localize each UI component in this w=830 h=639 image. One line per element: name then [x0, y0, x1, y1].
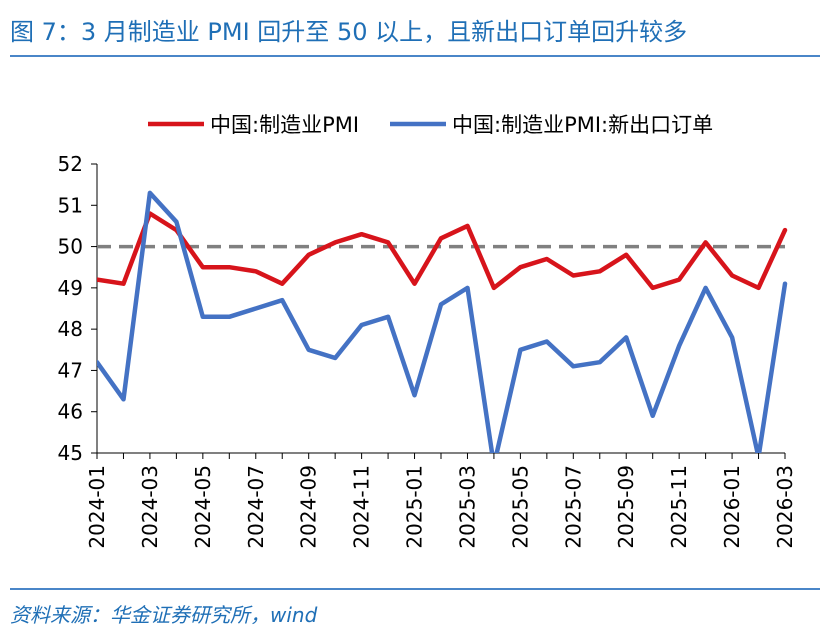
x-tick-label: 2024-09 — [297, 465, 321, 549]
x-tick-label: 2026-01 — [720, 465, 744, 549]
title-divider — [10, 55, 820, 57]
x-tick-label: 2024-07 — [244, 465, 268, 549]
x-tick-label: 2026-03 — [773, 465, 797, 549]
x-tick-label: 2025-09 — [614, 465, 638, 549]
y-tick-label: 46 — [58, 400, 83, 424]
x-tick-label: 2025-05 — [508, 465, 532, 549]
series-line-1 — [97, 190, 788, 453]
chart-title: 图 7：3 月制造业 PMI 回升至 50 以上，且新出口订单回升较多 — [10, 18, 688, 46]
series-group — [97, 190, 788, 453]
y-tick-label: 47 — [58, 358, 83, 382]
x-tick-label: 2025-03 — [455, 465, 479, 549]
y-tick-label: 48 — [58, 317, 83, 341]
x-tick-label: 2025-07 — [561, 465, 585, 549]
chart-axes: 45 46 47 48 49 50 51 52 2024-01 2024-03 2024-05 202… — [58, 152, 797, 549]
x-tick-label: 2024-01 — [85, 465, 109, 549]
line-chart: 45 46 47 48 49 50 51 52 2024-01 2024-03 2024-05 202… — [58, 113, 797, 549]
x-tick-label: 2024-05 — [191, 465, 215, 549]
legend: 中国:制造业PMI 中国:制造业PMI:新出口订单 — [148, 113, 713, 137]
y-tick-label: 49 — [58, 276, 83, 300]
legend-label-0: 中国:制造业PMI — [210, 113, 359, 137]
x-tick-label: 2025-11 — [667, 465, 691, 549]
x-tick-label: 2024-03 — [138, 465, 162, 549]
y-tick-label: 45 — [58, 441, 83, 465]
series-line-0 — [97, 211, 788, 291]
y-tick-label: 52 — [58, 152, 83, 176]
legend-label-1: 中国:制造业PMI:新出口订单 — [452, 113, 713, 137]
y-tick-label: 50 — [58, 235, 83, 259]
source-note: 资料来源：华金证券研究所，wind — [10, 603, 318, 627]
x-tick-label: 2024-11 — [350, 465, 374, 549]
x-tick-label: 2025-01 — [403, 465, 427, 549]
source-divider — [10, 588, 820, 590]
y-tick-label: 51 — [58, 193, 83, 217]
